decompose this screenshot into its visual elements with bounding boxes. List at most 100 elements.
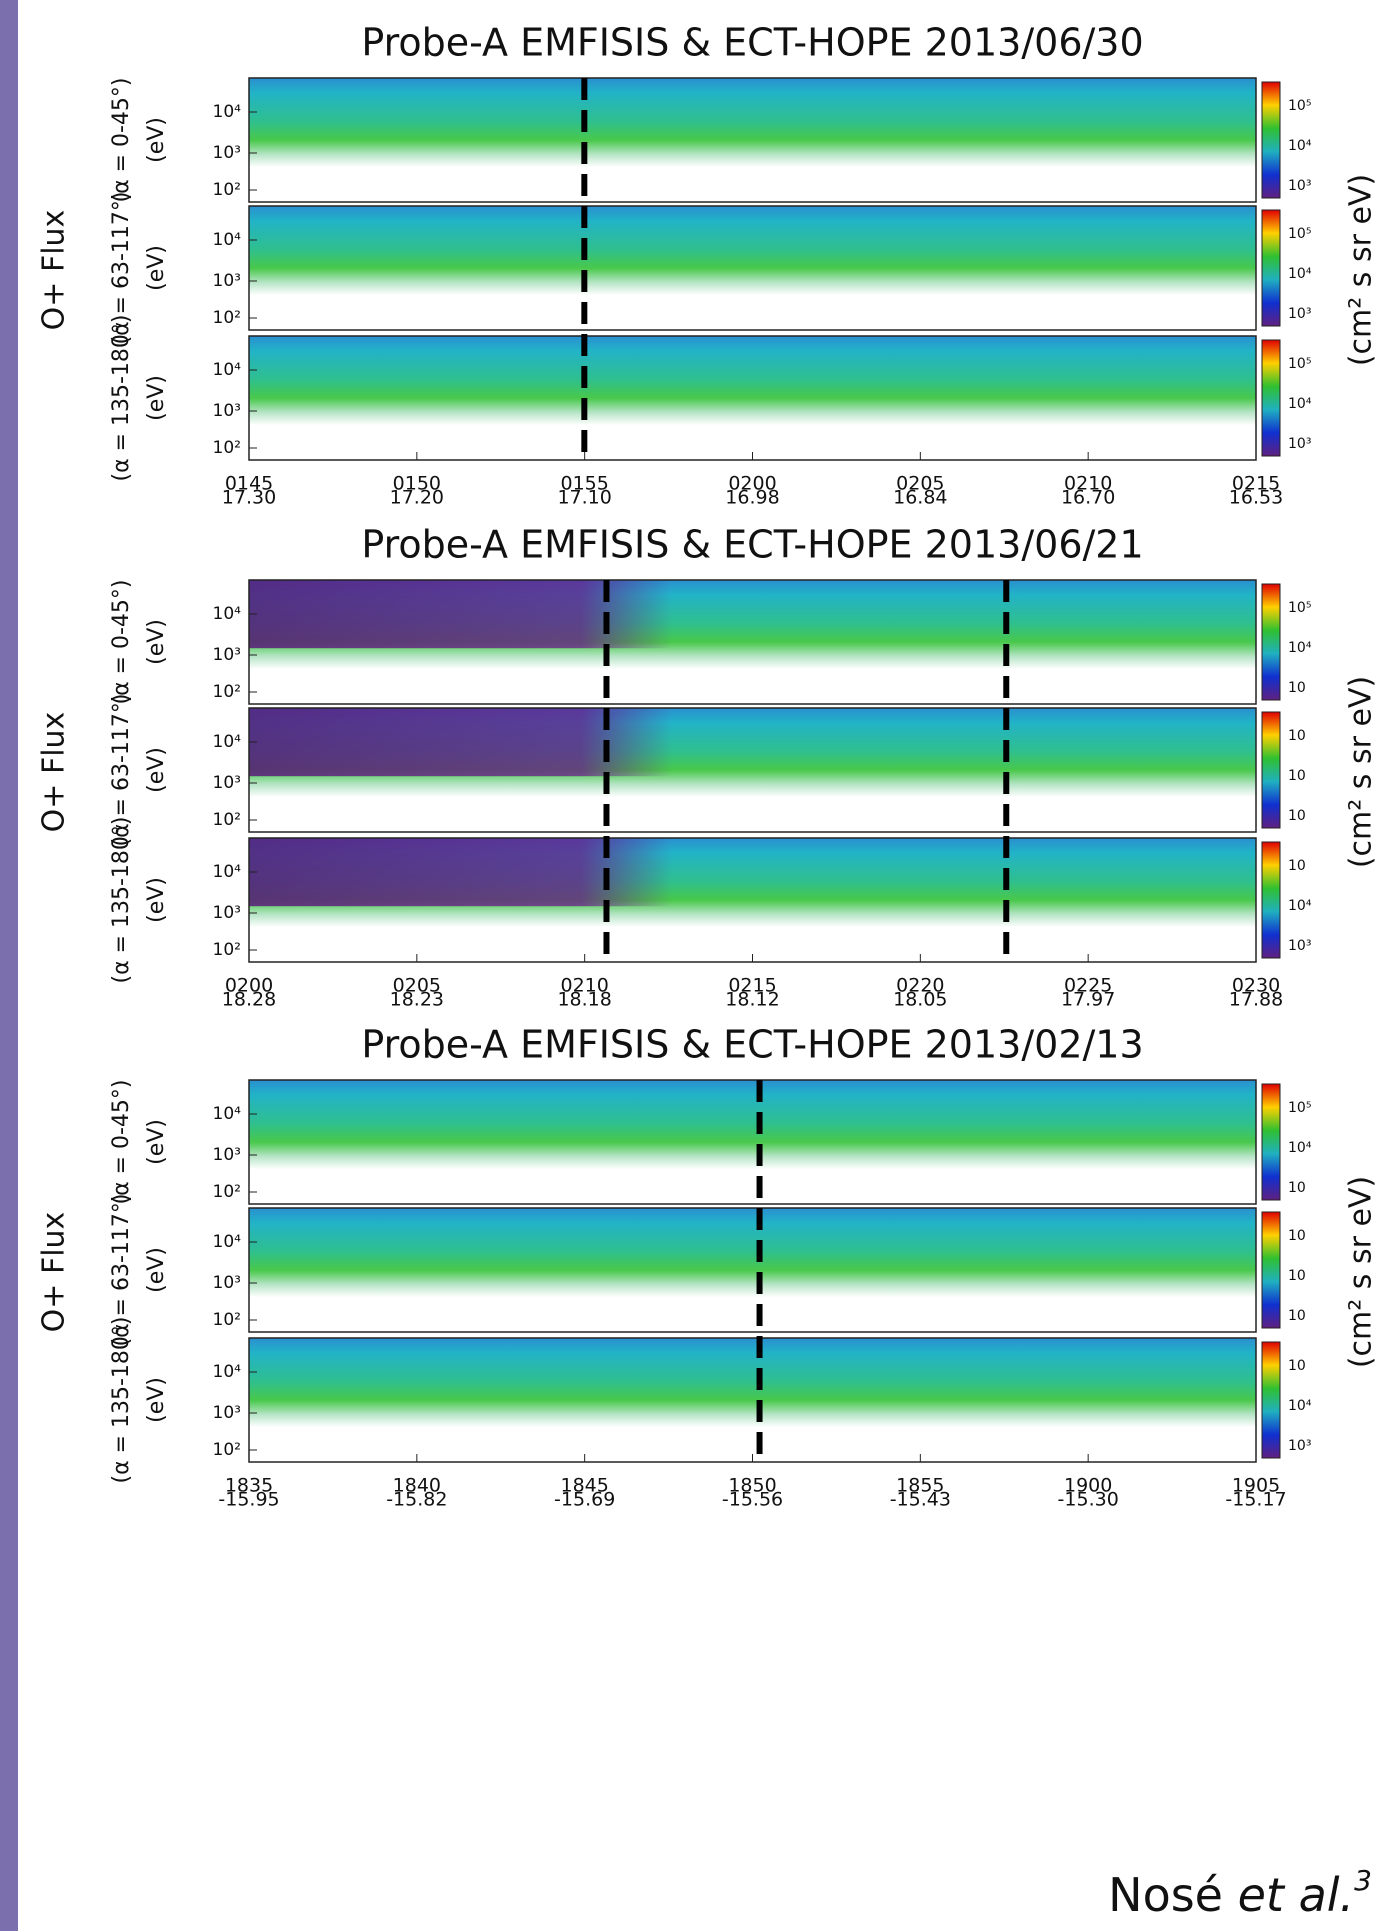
x-tick-lat: 16.53 [1229, 487, 1283, 509]
footer-etal: et al. [1238, 1868, 1355, 1922]
spectrogram-panel [249, 1338, 1256, 1462]
pitch-angle-label: (α = 63-117°) [109, 1193, 134, 1346]
x-tick-time: 1900 [1064, 1475, 1112, 1497]
y-tick-label: 10³ [213, 1145, 241, 1165]
x-tick-time: 0230 [1232, 975, 1280, 997]
y-tick-label: 10³ [213, 1273, 241, 1293]
x-tick-lat: 16.84 [893, 487, 947, 509]
figure-title: Probe-A EMFISIS & ECT-HOPE 2013/06/21 [361, 523, 1143, 567]
y-tick-label: 10² [213, 1310, 241, 1330]
panel-frame [248, 77, 1257, 203]
y-axis-label: O+ Flux [37, 210, 72, 331]
y-tick-label: 10⁴ [213, 230, 242, 250]
colorbar-tick-label: 10 [1288, 1180, 1306, 1196]
pitch-angle-label: (α = 135-180°) [109, 1316, 134, 1483]
colorbar-tick-label: 10 [1288, 1308, 1306, 1324]
x-tick-lat: -15.30 [1058, 1489, 1119, 1511]
y-tick-label: 10³ [213, 143, 241, 163]
energy-unit-label: (eV) [144, 1377, 169, 1423]
y-tick-label: 10³ [213, 645, 241, 665]
colorbar [1261, 1341, 1281, 1459]
x-tick-time: 0155 [560, 473, 608, 495]
y-tick-label: 10² [213, 308, 241, 328]
pitch-angle-label: (α = 135-180°) [109, 314, 134, 481]
pitch-angle-label: (α = 0-45°) [109, 579, 134, 704]
x-tick-time: 1845 [560, 1475, 608, 1497]
panel-frame [248, 1207, 1257, 1333]
colorbar [1261, 1211, 1281, 1329]
x-tick-lat: 18.05 [893, 989, 947, 1011]
y-axis-label: O+ Flux [37, 712, 72, 833]
colorbar-tick-label: 10 [1288, 680, 1306, 696]
x-tick-time: 1855 [896, 1475, 944, 1497]
colorbar-tick-label: 10⁴ [1288, 1140, 1312, 1156]
colorbar [1261, 583, 1281, 701]
x-tick-lat: 18.18 [557, 989, 611, 1011]
y-tick-label: 10² [213, 1440, 241, 1460]
panel-frame [248, 205, 1257, 331]
colorbar-tick-label: 10 [1288, 858, 1306, 874]
x-tick-time: 1835 [225, 1475, 273, 1497]
spectrogram-panel [249, 1208, 1256, 1332]
x-tick-lat: 18.28 [222, 989, 276, 1011]
colorbar-tick-label: 10⁴ [1288, 138, 1312, 154]
x-tick-lat: 18.12 [725, 989, 779, 1011]
colorbar-tick-label: 10⁴ [1288, 898, 1312, 914]
colorbar-tick-label: 10 [1288, 728, 1306, 744]
y-tick-label: 10² [213, 810, 241, 830]
y-tick-label: 10² [213, 438, 241, 458]
spectrogram-panel [249, 78, 1256, 202]
y-tick-label: 10³ [213, 903, 241, 923]
y-tick-label: 10³ [213, 271, 241, 291]
colorbar [1261, 711, 1281, 829]
y-tick-label: 10⁴ [213, 862, 242, 882]
spectrogram-panel [249, 1080, 1256, 1204]
x-tick-lat: -15.56 [722, 1489, 783, 1511]
x-tick-time: 0225 [1064, 975, 1112, 997]
panel-frame [248, 707, 1257, 833]
x-tick-time: 1905 [1232, 1475, 1280, 1497]
spectrogram-panel [249, 336, 1256, 460]
x-tick-time: 0200 [728, 473, 776, 495]
energy-unit-label: (eV) [144, 117, 169, 163]
y-tick-label: 10³ [213, 773, 241, 793]
y-tick-label: 10⁴ [213, 360, 242, 380]
colorbar [1261, 1083, 1281, 1201]
colorbar-tick-label: 10⁵ [1288, 1100, 1311, 1116]
x-tick-time: 0145 [225, 473, 273, 495]
spectrogram-overlay [249, 838, 1256, 907]
pitch-angle-label: (α = 63-117°) [109, 693, 134, 846]
energy-unit-label: (eV) [144, 375, 169, 421]
pitch-angle-label: (α = 63-117°) [109, 191, 134, 344]
panel-frame [248, 579, 1257, 705]
x-tick-lat: 16.98 [725, 487, 779, 509]
x-tick-time: 1840 [393, 1475, 441, 1497]
x-tick-lat: -15.43 [890, 1489, 951, 1511]
x-tick-lat: 17.97 [1061, 989, 1115, 1011]
colorbar-unit: (cm² s sr eV) [1344, 676, 1379, 868]
figure-title: Probe-A EMFISIS & ECT-HOPE 2013/02/13 [361, 1023, 1143, 1067]
y-tick-label: 10² [213, 940, 241, 960]
colorbar-unit: (cm² s sr eV) [1344, 174, 1379, 366]
panel-frame [248, 1079, 1257, 1205]
colorbar [1261, 81, 1281, 199]
y-tick-label: 10² [213, 180, 241, 200]
energy-unit-label: (eV) [144, 877, 169, 923]
colorbar-tick-label: 10⁴ [1288, 266, 1312, 282]
colorbar [1261, 209, 1281, 327]
y-tick-label: 10⁴ [213, 604, 242, 624]
colorbar-tick-label: 10⁵ [1288, 226, 1311, 242]
pitch-angle-label: (α = 0-45°) [109, 1079, 134, 1204]
pitch-angle-label: (α = 135-180°) [109, 816, 134, 983]
x-tick-time: 0205 [393, 975, 441, 997]
x-tick-time: 0205 [896, 473, 944, 495]
x-tick-lat: 17.10 [557, 487, 611, 509]
x-tick-lat: 18.23 [390, 989, 444, 1011]
energy-unit-label: (eV) [144, 245, 169, 291]
colorbar-tick-label: 10 [1288, 1268, 1306, 1284]
x-tick-time: 0150 [393, 473, 441, 495]
x-tick-lat: 17.30 [222, 487, 276, 509]
x-tick-lat: 16.70 [1061, 487, 1115, 509]
energy-unit-label: (eV) [144, 1119, 169, 1165]
spectrogram-overlay [249, 708, 1256, 777]
